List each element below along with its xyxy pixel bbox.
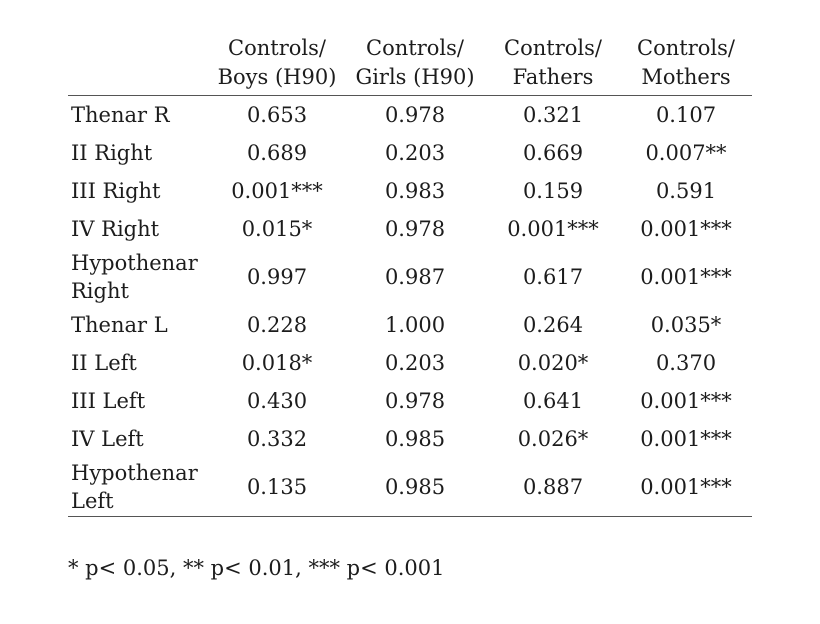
cell-mothers: 0.001*** — [620, 458, 752, 517]
cell-boys: 0.653 — [246, 103, 308, 127]
cell-boys: 0.001*** — [231, 179, 323, 203]
cell-fathers: 0.264 — [522, 313, 584, 337]
cell-fathers: 0.159 — [522, 179, 584, 203]
table-header: Controls/ Boys (H90) Controls/ Girls (H9… — [68, 32, 752, 96]
cell-girls: 0.978 — [384, 103, 446, 127]
cell-girls: 0.978 — [384, 217, 446, 241]
header-blank — [68, 32, 210, 96]
row-label: III Left — [71, 389, 146, 413]
cell-boys: 0.997 — [246, 265, 308, 289]
cell-mothers: 0.107 — [655, 103, 717, 127]
row-label: Hypothenar Left — [68, 458, 210, 517]
table-row: Thenar L 0.228 1.000 0.264 0.035* — [68, 306, 752, 344]
cell-girls: 0.985 — [384, 427, 446, 451]
table-row: III Left 0.430 0.978 0.641 0.001*** — [68, 382, 752, 420]
cell-mothers: 0.370 — [655, 351, 717, 375]
table-row: Hypothenar Right 0.997 0.987 0.617 0.001… — [68, 248, 752, 306]
row-label: IV Right — [71, 217, 160, 241]
cell-fathers: 0.321 — [522, 103, 584, 127]
cell-girls: 1.000 — [384, 313, 446, 337]
row-label: Thenar L — [71, 313, 168, 337]
cell-boys: 0.689 — [246, 141, 308, 165]
cell-mothers: 0.007** — [645, 141, 727, 165]
significance-footnote: * p< 0.05, ** p< 0.01, *** p< 0.001 — [68, 556, 445, 580]
cell-girls: 0.985 — [344, 458, 486, 517]
cell-girls: 0.987 — [384, 265, 446, 289]
cell-fathers: 0.026* — [517, 427, 589, 451]
cell-boys: 0.018* — [241, 351, 313, 375]
cell-girls: 0.978 — [384, 389, 446, 413]
cell-boys: 0.135 — [210, 458, 344, 517]
cell-fathers: 0.001*** — [507, 217, 599, 241]
table-row: II Right 0.689 0.203 0.669 0.007** — [68, 134, 752, 172]
table-row: II Left 0.018* 0.203 0.020* 0.370 — [68, 344, 752, 382]
cell-mothers: 0.001*** — [640, 265, 732, 289]
cell-mothers: 0.591 — [655, 179, 717, 203]
header-row: Controls/ Boys (H90) Controls/ Girls (H9… — [68, 32, 752, 96]
header-controls-boys: Controls/ Boys (H90) — [210, 32, 344, 96]
table-row: Hypothenar Left 0.135 0.985 0.887 0.001*… — [68, 458, 752, 517]
cell-boys: 0.228 — [246, 313, 308, 337]
table-row: IV Left 0.332 0.985 0.026* 0.001*** — [68, 420, 752, 458]
cell-boys: 0.430 — [246, 389, 308, 413]
row-label: IV Left — [71, 427, 144, 451]
row-label: Thenar R — [71, 103, 170, 127]
row-label: II Left — [71, 351, 137, 375]
cell-girls: 0.983 — [384, 179, 446, 203]
row-label: Hypothenar Right — [71, 251, 198, 303]
cell-mothers: 0.001*** — [640, 427, 732, 451]
cell-fathers: 0.020* — [517, 351, 589, 375]
header-controls-girls: Controls/ Girls (H90) — [344, 32, 486, 96]
header-controls-fathers: Controls/ Fathers — [486, 32, 620, 96]
row-label: II Right — [71, 141, 153, 165]
cell-fathers: 0.887 — [486, 458, 620, 517]
cell-mothers: 0.001*** — [640, 217, 732, 241]
cell-boys: 0.332 — [246, 427, 308, 451]
header-controls-mothers: Controls/ Mothers — [620, 32, 752, 96]
cell-mothers: 0.001*** — [640, 389, 732, 413]
cell-mothers: 0.035* — [650, 313, 722, 337]
cell-fathers: 0.617 — [522, 265, 584, 289]
table-body: Thenar R 0.653 0.978 0.321 0.107 II Righ… — [68, 96, 752, 517]
cell-fathers: 0.669 — [522, 141, 584, 165]
cell-fathers: 0.641 — [522, 389, 584, 413]
table-row: Thenar R 0.653 0.978 0.321 0.107 — [68, 96, 752, 135]
cell-girls: 0.203 — [384, 351, 446, 375]
row-label: III Right — [71, 179, 161, 203]
results-table-container: Controls/ Boys (H90) Controls/ Girls (H9… — [68, 32, 752, 517]
cell-girls: 0.203 — [384, 141, 446, 165]
p-value-table: Controls/ Boys (H90) Controls/ Girls (H9… — [68, 32, 752, 517]
cell-boys: 0.015* — [241, 217, 313, 241]
table-row: III Right 0.001*** 0.983 0.159 0.591 — [68, 172, 752, 210]
table-row: IV Right 0.015* 0.978 0.001*** 0.001*** — [68, 210, 752, 248]
